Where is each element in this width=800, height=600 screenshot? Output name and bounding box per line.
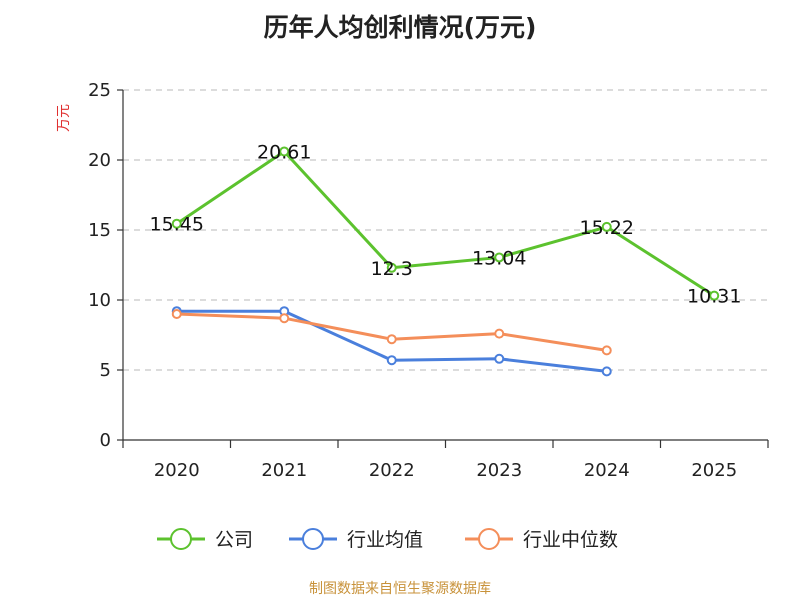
legend-marker <box>170 528 192 550</box>
x-tick-label: 2023 <box>476 460 522 481</box>
legend-item-industry_avg: 行业均值 <box>289 528 423 551</box>
x-tick-label: 2025 <box>691 460 737 481</box>
y-tick-label: 15 <box>88 220 111 241</box>
series-line-industry_median <box>176 312 607 352</box>
data-label: 10.31 <box>687 286 741 308</box>
data-label: 20.61 <box>257 141 311 163</box>
axes <box>117 89 769 448</box>
data-label: 15.45 <box>150 214 204 236</box>
y-tick-labels: 0 5 10 15 20 25 万元 <box>56 80 111 451</box>
x-tick-label: 2022 <box>369 460 415 481</box>
y-tick-label: 5 <box>100 360 111 381</box>
data-label: 13.04 <box>472 247 526 269</box>
y-tick-label: 25 <box>88 80 111 101</box>
legend-label: 行业均值 <box>347 529 423 551</box>
y-tick-label: 10 <box>88 290 111 311</box>
x-tick-label: 2024 <box>584 460 630 481</box>
legend-label: 公司 <box>215 529 253 551</box>
data-point-company <box>386 262 397 273</box>
x-tick-label: 2021 <box>261 460 307 481</box>
data-point-industry_median <box>386 334 397 345</box>
legend-item-company: 公司 <box>157 528 253 551</box>
series-layer <box>171 146 720 377</box>
source-note: 制图数据来自恒生聚源数据库 <box>309 581 491 597</box>
legend-item-industry_median: 行业中位数 <box>465 528 618 551</box>
data-point-company <box>279 146 290 157</box>
data-point-industry_median <box>494 328 505 339</box>
data-point-company <box>709 290 720 301</box>
data-point-industry_median <box>171 309 182 319</box>
y-axis-label: 万元 <box>56 104 72 132</box>
y-tick-label: 20 <box>88 150 111 171</box>
x-tick-labels: 2020 2021 2022 2023 2024 2025 <box>154 460 737 481</box>
y-tick-label: 0 <box>100 430 111 451</box>
legend-label: 行业中位数 <box>523 529 618 551</box>
legend-marker <box>478 528 500 550</box>
data-point-industry_avg <box>601 366 612 377</box>
x-tick-label: 2020 <box>154 460 200 481</box>
legend: 公司 行业均值 行业中位数 <box>157 528 618 551</box>
data-point-company <box>601 221 612 232</box>
legend-marker <box>302 528 324 550</box>
series-line-company <box>175 149 716 297</box>
grid-lines <box>123 89 768 371</box>
data-point-industry_avg <box>494 353 505 364</box>
chart-title: 历年人均创利情况(万元) <box>263 13 537 42</box>
data-labels: 15.45 20.61 12.3 13.04 15.22 10.31 <box>150 141 742 307</box>
data-point-industry_median <box>279 313 290 324</box>
data-point-industry_avg <box>386 355 397 366</box>
data-label: 15.22 <box>580 217 634 239</box>
data-point-company <box>171 218 182 229</box>
data-label: 12.3 <box>371 258 413 280</box>
data-point-industry_median <box>601 345 612 356</box>
data-point-company <box>494 252 505 263</box>
